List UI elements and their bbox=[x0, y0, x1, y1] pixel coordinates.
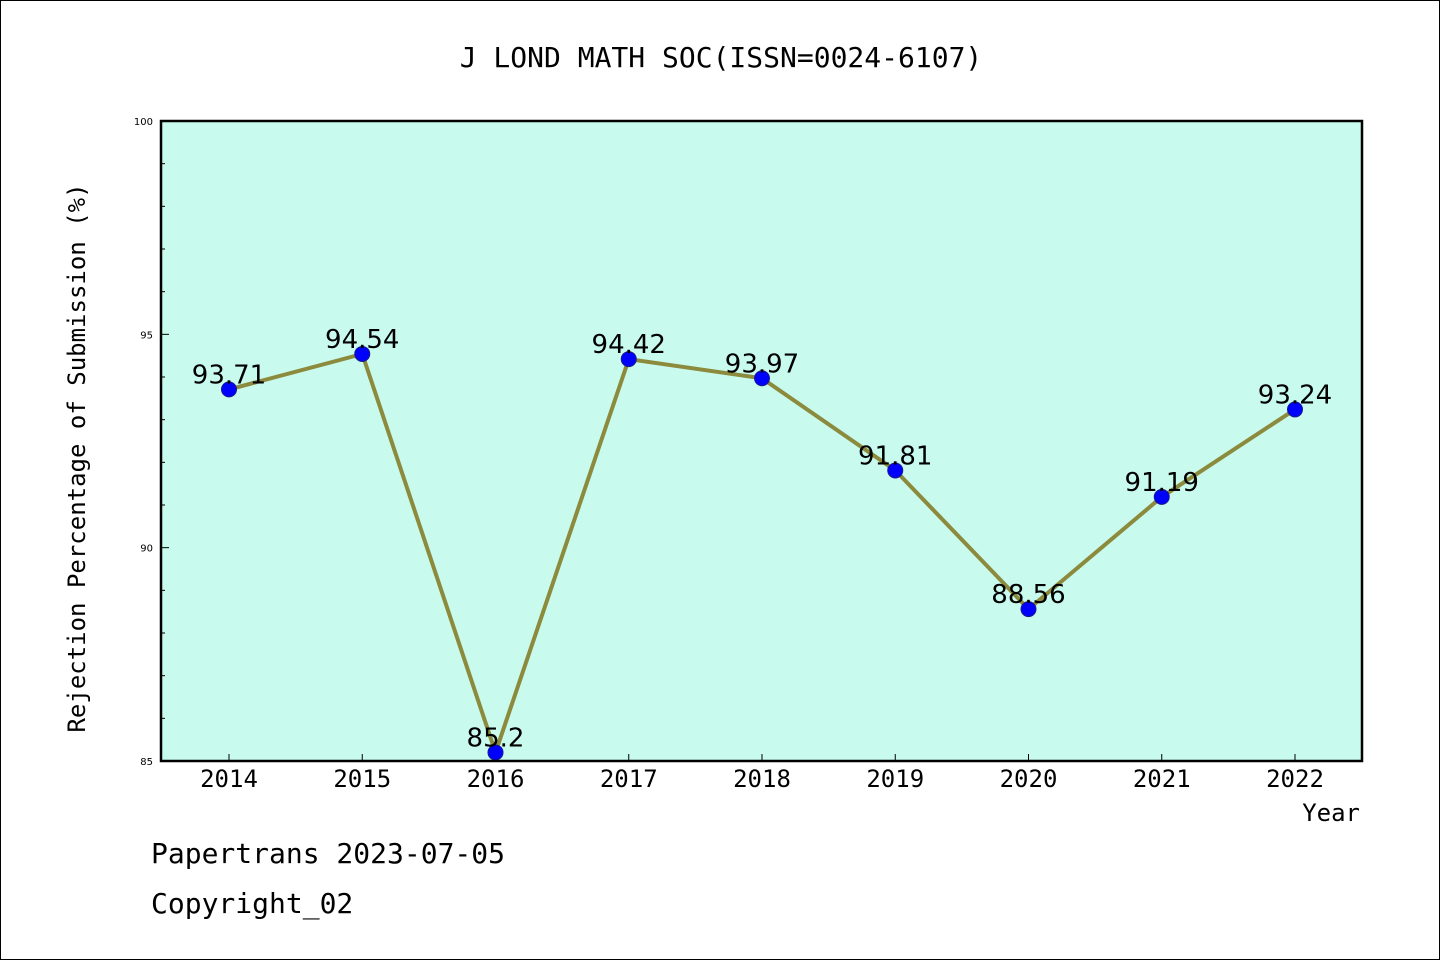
data-point bbox=[1153, 488, 1170, 505]
data-label: 85.2 bbox=[467, 723, 525, 753]
x-tick-label: 2021 bbox=[1133, 765, 1191, 793]
data-label: 88.56 bbox=[991, 580, 1065, 610]
data-point bbox=[1287, 401, 1303, 418]
data-point bbox=[221, 381, 237, 398]
y-axis-label: Rejection Percentage of Submission (%) bbox=[63, 183, 91, 732]
x-axis-label: Year bbox=[1302, 799, 1360, 827]
x-tick-label: 2022 bbox=[1266, 765, 1324, 793]
y-tick-label: 100 bbox=[134, 117, 153, 128]
plot-area bbox=[161, 121, 1362, 761]
footer-date: Papertrans 2023-07-05 bbox=[151, 837, 506, 870]
y-tick-label: 90 bbox=[140, 544, 153, 555]
x-tick-label: 2016 bbox=[467, 765, 525, 793]
chart-title: J LOND MATH SOC(ISSN=0024-6107) bbox=[460, 41, 983, 74]
x-tick-label: 2019 bbox=[866, 765, 924, 793]
data-label: 91.19 bbox=[1125, 468, 1199, 498]
x-tick-label: 2015 bbox=[333, 765, 391, 793]
data-label: 93.24 bbox=[1258, 380, 1332, 410]
data-label: 93.71 bbox=[192, 360, 266, 390]
data-label: 94.54 bbox=[325, 325, 399, 355]
plot-border bbox=[159, 119, 1364, 763]
x-tick-label: 2017 bbox=[600, 765, 658, 793]
data-point bbox=[620, 351, 637, 368]
data-labels-layer: 93.71 94.54 85.2 94.42 93.97 91.81 88.56 91.19 9… bbox=[192, 325, 1332, 754]
data-label: 93.97 bbox=[725, 349, 799, 379]
data-label: 91.81 bbox=[858, 441, 932, 471]
ticks-layer: 2014 2015 2016 2017 2018 2019 2020 2021 2022 85 90… bbox=[134, 117, 1324, 793]
data-point bbox=[354, 345, 371, 362]
y-tick-label: 85 bbox=[140, 757, 153, 768]
x-tick-label: 2020 bbox=[1000, 765, 1058, 793]
data-point bbox=[1020, 601, 1037, 618]
data-label: 94.42 bbox=[592, 330, 666, 360]
data-point bbox=[887, 462, 904, 479]
x-tick-label: 2014 bbox=[200, 765, 258, 793]
x-tick-label: 2018 bbox=[733, 765, 791, 793]
data-point bbox=[754, 370, 770, 387]
markers-layer bbox=[221, 345, 1303, 761]
footer-copyright: Copyright_02 bbox=[151, 887, 354, 920]
y-tick-label: 95 bbox=[140, 330, 153, 341]
